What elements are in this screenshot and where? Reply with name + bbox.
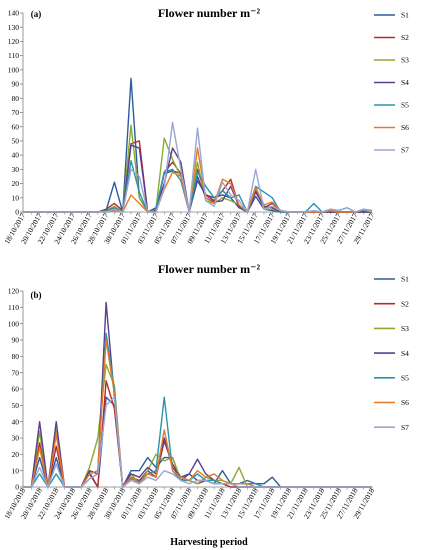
y-tick-label: 110	[8, 303, 19, 312]
y-tick-label: 70	[12, 368, 20, 377]
y-tick-label: 10	[12, 193, 20, 202]
legend-label-s3: S3	[401, 56, 409, 65]
legend-label-s3: S3	[401, 324, 409, 333]
legend-label-s4: S4	[401, 349, 409, 358]
series-line-s1	[23, 77, 372, 213]
y-tick-label: 20	[12, 179, 20, 188]
y-tick-label: 60	[12, 385, 20, 394]
legend-label-s4: S4	[401, 78, 409, 87]
legend-label-s2: S2	[401, 299, 409, 308]
series-line-s7	[23, 396, 372, 488]
legend-label-s5: S5	[401, 374, 409, 383]
y-tick-label: 90	[12, 336, 20, 345]
y-tick-label: 30	[12, 165, 20, 174]
legend-label-s1: S1	[401, 11, 409, 20]
panel-label: (b)	[31, 290, 42, 300]
chart-title: Flower number m⁻²	[158, 262, 261, 276]
y-tick-label: 100	[8, 319, 20, 328]
legend-label-s5: S5	[401, 101, 409, 110]
chart-panel-a: Flower number m⁻² (a) 0 10 20 30 40 50 60 70 80 90 1…	[2, 6, 409, 246]
y-tick-label: 70	[12, 108, 20, 117]
legend-label-s7: S7	[401, 423, 409, 432]
y-tick-label: 50	[12, 401, 20, 410]
y-tick-label: 90	[12, 80, 20, 89]
y-tick-label: 80	[12, 352, 20, 361]
series-line-s6	[23, 147, 373, 213]
x-axis-title: Harvesting period	[170, 537, 248, 548]
y-tick-label: 110	[8, 51, 19, 60]
chart-panel-b: Flower number m⁻² (b) 0 10 20 30 40 50 60 70 80 90 1…	[2, 262, 409, 548]
y-tick-label: 40	[12, 417, 20, 426]
y-tick-label: 60	[12, 122, 20, 131]
y-tick-label: 120	[8, 37, 20, 46]
legend-label-s7: S7	[401, 146, 409, 155]
series-line-s6	[23, 339, 372, 488]
y-tick-label: 40	[12, 151, 20, 160]
y-tick-label: 0	[15, 208, 19, 217]
y-tick-label: 10	[12, 466, 20, 475]
panel-label: (a)	[31, 9, 42, 19]
series-line-s3	[23, 124, 372, 213]
series-line-s7	[23, 121, 373, 213]
legend-label-s2: S2	[401, 33, 409, 42]
series-line-s3	[23, 363, 372, 488]
y-tick-label: 20	[12, 450, 20, 459]
series-line-s5	[23, 160, 373, 213]
y-tick-label: 100	[8, 65, 20, 74]
legend-label-s6: S6	[401, 398, 409, 407]
y-tick-label: 0	[15, 483, 19, 492]
series-line-s4	[23, 144, 372, 213]
y-tick-label: 50	[12, 137, 20, 146]
series-line-s5	[23, 332, 372, 488]
y-tick-label: 120	[8, 287, 20, 296]
y-tick-label: 130	[8, 23, 20, 32]
series-line-s4	[23, 301, 372, 488]
y-tick-label: 30	[12, 434, 20, 443]
legend-label-s1: S1	[401, 275, 409, 284]
legend-label-s6: S6	[401, 123, 409, 132]
y-tick-label: 80	[12, 94, 20, 103]
chart-title: Flower number m⁻²	[158, 6, 261, 20]
y-tick-label: 140	[8, 9, 20, 18]
